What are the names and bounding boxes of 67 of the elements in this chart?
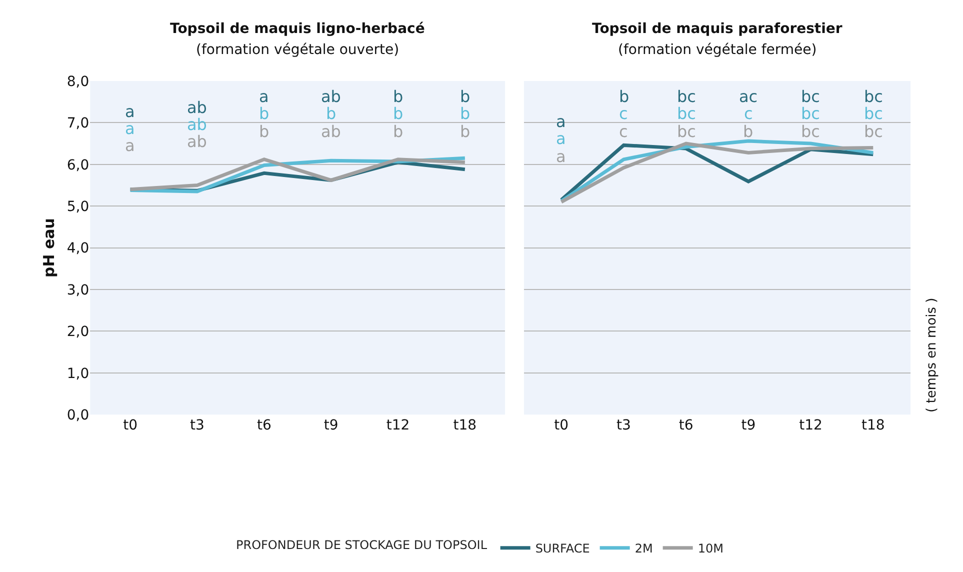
annotation: ab (187, 98, 207, 117)
annotation: ab (321, 122, 341, 141)
x-tick-label: t6 (678, 418, 694, 434)
y-tick-label: 7,0 (66, 116, 90, 132)
annotation: bc (801, 87, 820, 106)
x-tick-label: t6 (256, 418, 272, 434)
annotation: bc (677, 104, 696, 123)
annotation: a (556, 129, 566, 148)
annotation: bc (864, 122, 883, 141)
y-tick-label: 3,0 (66, 282, 90, 298)
text: ( temps en mois ) (924, 298, 940, 412)
annotation: b (460, 104, 470, 123)
x-tick-label: t12 (386, 418, 410, 434)
annotation: a (556, 147, 566, 166)
annotation: a (125, 136, 135, 155)
x-tick-label: t9 (324, 418, 338, 434)
x-tick-label: t3 (616, 418, 631, 434)
annotation: b (259, 104, 270, 123)
x-tick-label: t12 (799, 418, 822, 434)
annotation: ab (321, 87, 341, 106)
legend-label: 2M (634, 542, 653, 556)
y-tick-label: 0,0 (66, 407, 90, 424)
annotation: c (619, 104, 628, 123)
annotation: c (619, 122, 628, 141)
y-tick-label: 6,0 (66, 157, 90, 174)
annotation: a (125, 119, 135, 138)
annotation: a (259, 87, 269, 106)
chart-subtitle: (formation végétale fermée) (618, 42, 817, 58)
annotation: b (259, 122, 270, 141)
annotation: a (556, 112, 566, 131)
x-tick-label: t9 (741, 418, 756, 434)
x-tick-label: t0 (123, 418, 138, 434)
annotation: b (460, 122, 470, 141)
y-axis-title: pH eau (40, 218, 58, 278)
annotation: c (744, 104, 753, 123)
annotation: bc (864, 87, 883, 106)
x-tick-label: t18 (861, 418, 885, 434)
x-tick-label: t0 (554, 418, 569, 434)
annotation: ab (187, 132, 207, 151)
annotation: b (619, 87, 630, 106)
annotation: b (326, 104, 336, 123)
y-tick-label: 1,0 (66, 366, 90, 382)
y-tick-label: 8,0 (66, 74, 90, 90)
y-tick-label: 2,0 (66, 324, 90, 340)
chart-title: Topsoil de maquis ligno-herbacé (170, 21, 425, 37)
annotation: b (460, 87, 470, 106)
annotation: bc (677, 122, 696, 141)
chart-title: Topsoil de maquis paraforestier (592, 21, 842, 37)
annotation: ab (187, 115, 207, 134)
annotation: bc (801, 104, 820, 123)
annotation: b (393, 87, 404, 106)
x-tick-label: t3 (190, 418, 204, 434)
legend-label: 10M (698, 542, 724, 556)
annotation: ac (739, 87, 758, 106)
legend-label: SURFACE (535, 542, 590, 556)
legend-title: PROFONDEUR DE STOCKAGE DU TOPSOIL (236, 538, 488, 552)
chart-subtitle: (formation végétale ouverte) (196, 42, 400, 58)
annotation: b (393, 104, 404, 123)
y-tick-label: 5,0 (66, 198, 90, 215)
y-tick-label: 4,0 (66, 240, 90, 257)
annotation: b (743, 122, 754, 141)
annotation: bc (864, 104, 883, 123)
annotation: bc (677, 87, 696, 106)
x-tick-label: t18 (453, 418, 477, 434)
annotation: a (125, 102, 135, 121)
annotation: b (393, 122, 404, 141)
annotation: bc (801, 122, 820, 141)
